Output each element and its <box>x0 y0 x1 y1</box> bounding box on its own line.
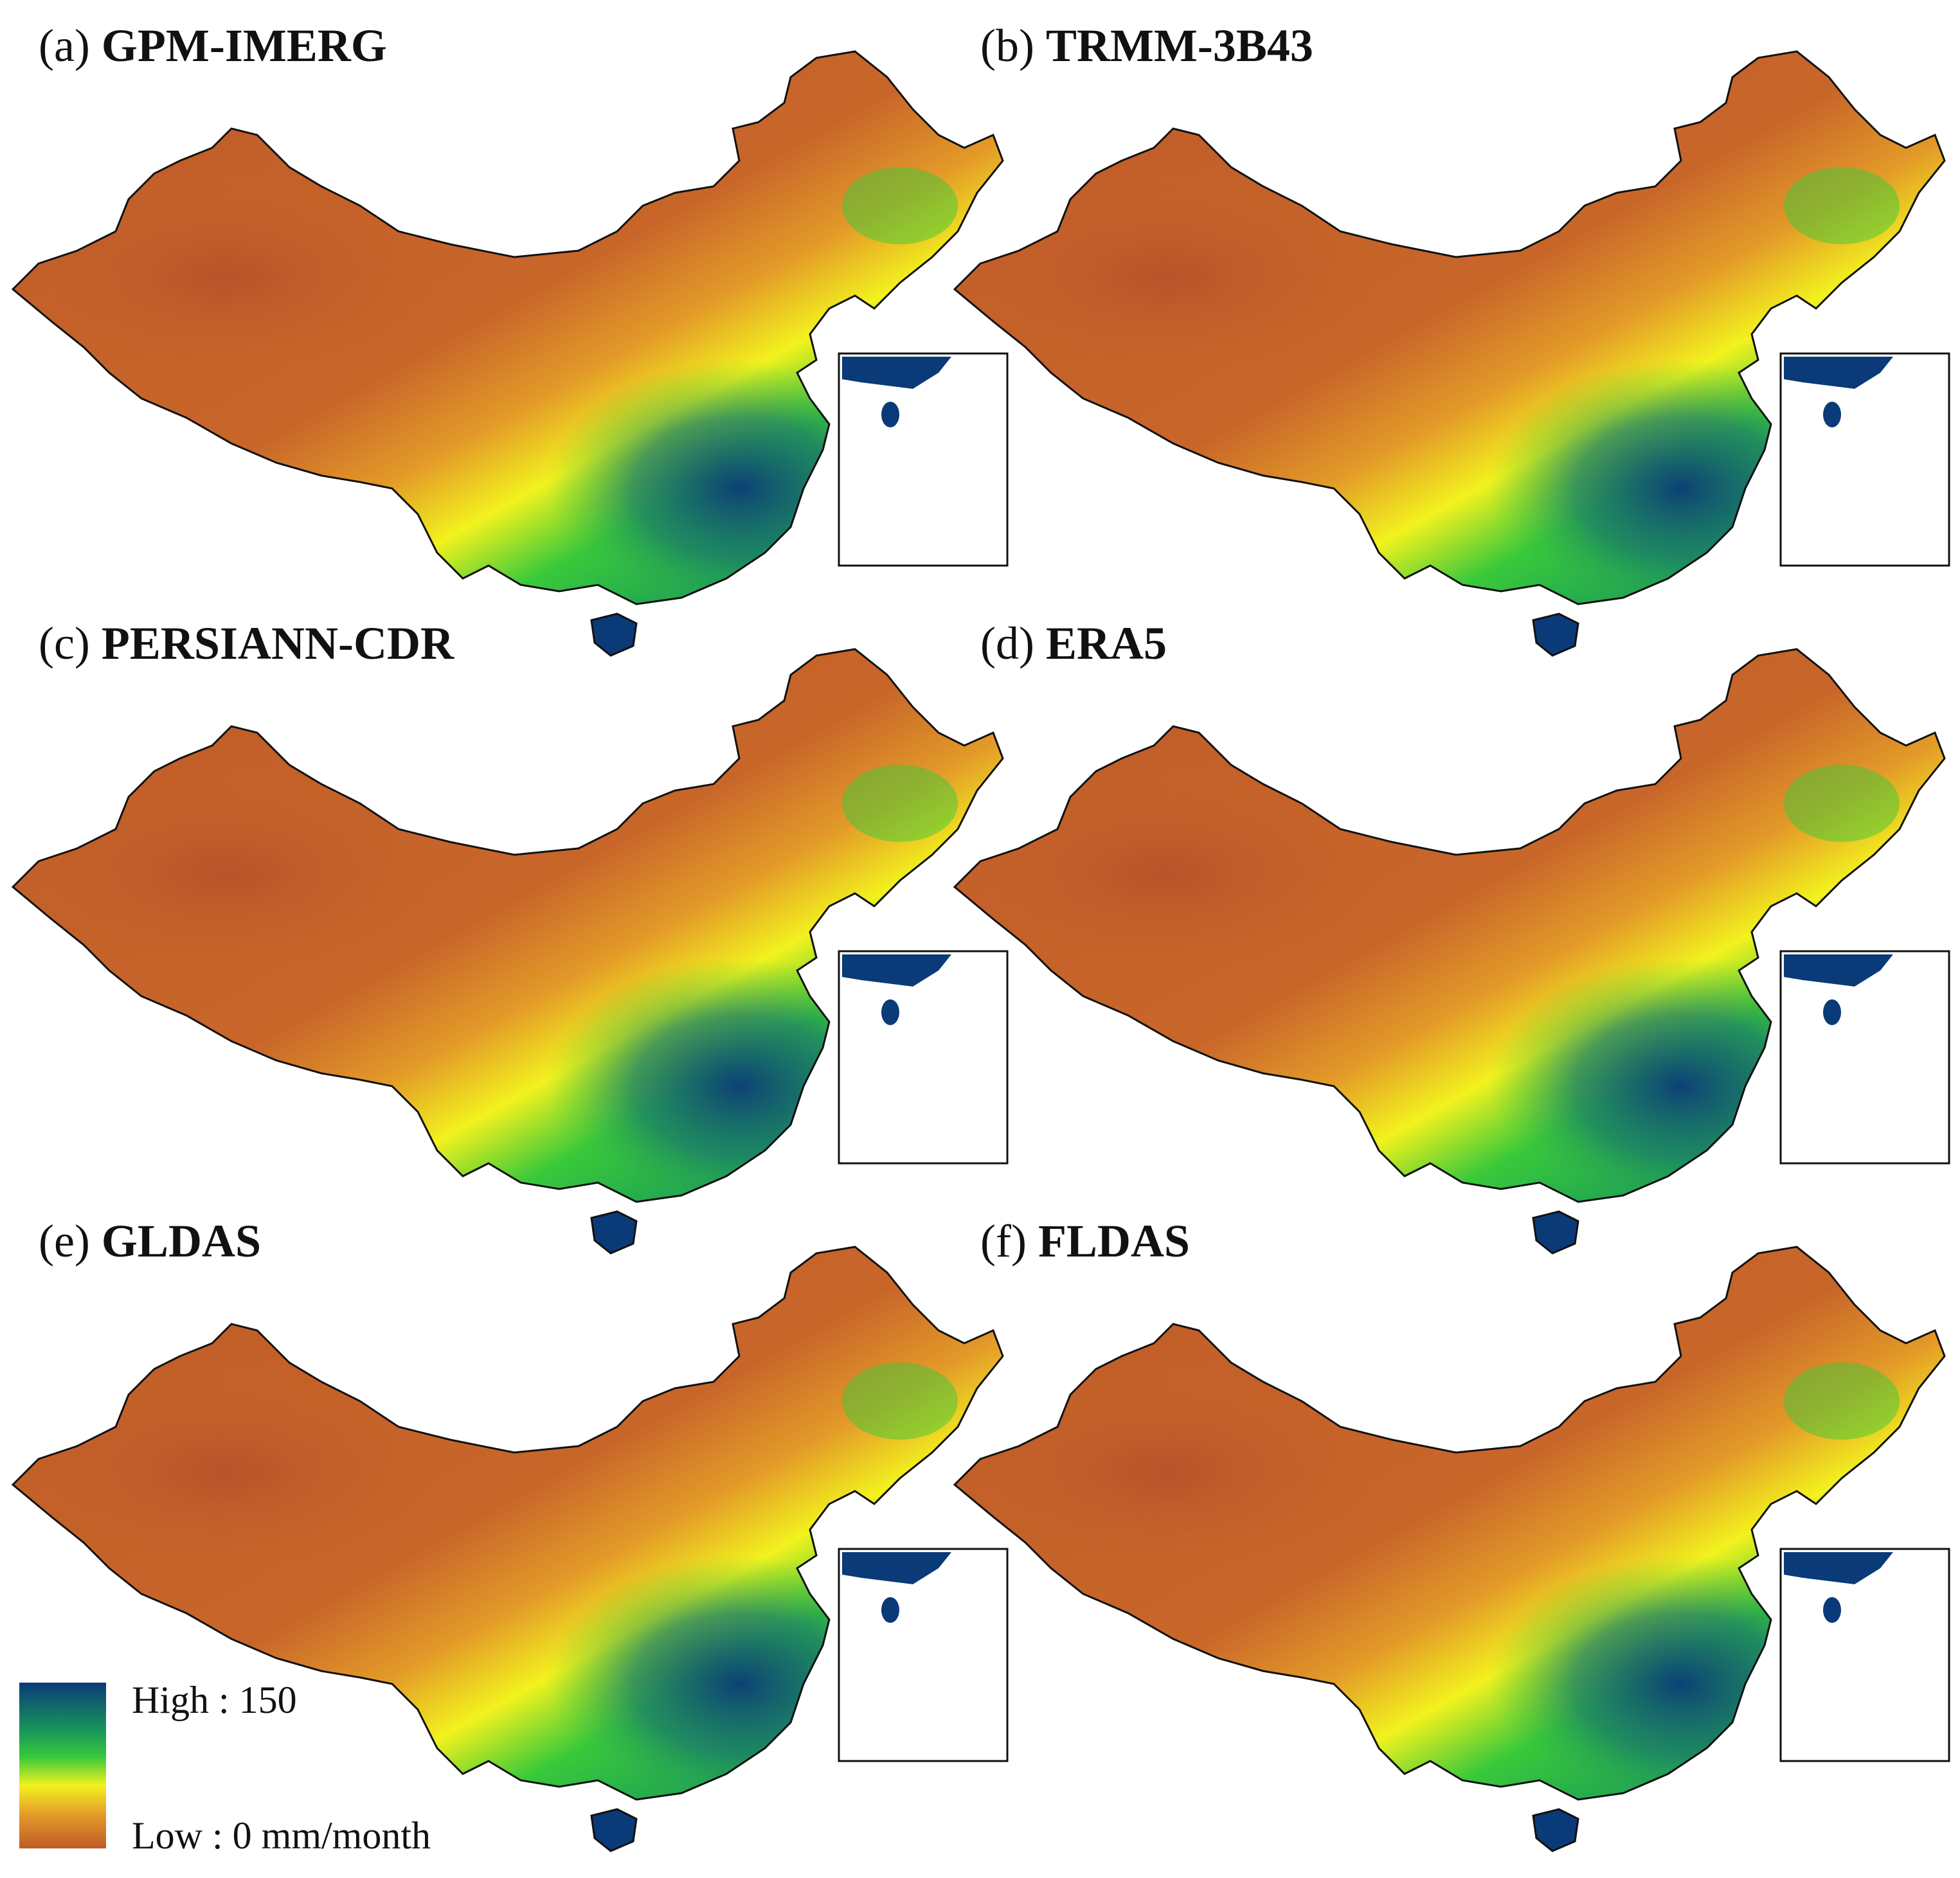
panel-name-b: TRMM-3B43 <box>1046 20 1313 71</box>
china-map-e <box>12 1246 1009 1852</box>
south-china-sea-inset-f <box>1779 1548 1950 1762</box>
panel-code-e: (e) <box>39 1215 102 1267</box>
map-panel-c: (c) PERSIANN-CDR <box>12 618 1009 1255</box>
south-china-sea-inset-d <box>1779 950 1950 1165</box>
map-panel-b: (b) TRMM-3B43 <box>953 20 1950 657</box>
legend-low-label: Low : 0 mm/month <box>132 1814 431 1857</box>
panel-title-e: (e) GLDAS <box>39 1215 261 1267</box>
map-panel-d: (d) ERA5 <box>953 618 1950 1255</box>
panel-title-b: (b) TRMM-3B43 <box>980 20 1313 71</box>
panel-code-c: (c) <box>39 618 102 669</box>
panel-code-d: (d) <box>980 618 1046 669</box>
south-china-sea-inset-a <box>838 352 1009 567</box>
china-map-f <box>953 1246 1950 1852</box>
south-china-sea-inset-b <box>1779 352 1950 567</box>
panel-title-c: (c) PERSIANN-CDR <box>39 618 454 669</box>
panel-name-a: GPM-IMERG <box>102 20 387 71</box>
legend-high-label: High : 150 <box>132 1679 297 1721</box>
map-panel-a: (a) GPM-IMERG <box>12 20 1009 657</box>
map-panel-f: (f) FLDAS <box>953 1215 1950 1852</box>
panel-name-f: FLDAS <box>1038 1215 1190 1267</box>
china-map-a <box>12 50 1009 657</box>
panel-code-f: (f) <box>980 1215 1038 1267</box>
panel-title-f: (f) FLDAS <box>980 1215 1190 1267</box>
panel-name-e: GLDAS <box>102 1215 261 1267</box>
china-map-d <box>953 648 1950 1255</box>
panel-code-a: (a) <box>39 20 102 71</box>
panel-title-a: (a) GPM-IMERG <box>39 20 387 71</box>
south-china-sea-inset-c <box>838 950 1009 1165</box>
map-panel-e: (e) GLDAS <box>12 1215 1009 1852</box>
panel-name-c: PERSIANN-CDR <box>102 618 454 669</box>
panel-code-b: (b) <box>980 20 1046 71</box>
panel-name-d: ERA5 <box>1046 618 1167 669</box>
panel-title-d: (d) ERA5 <box>980 618 1167 669</box>
legend-color-bar <box>19 1683 106 1848</box>
china-map-c <box>12 648 1009 1255</box>
south-china-sea-inset-e <box>838 1548 1009 1762</box>
color-legend: High : 150 Low : 0 mm/month <box>19 1679 431 1857</box>
china-map-b <box>953 50 1950 657</box>
